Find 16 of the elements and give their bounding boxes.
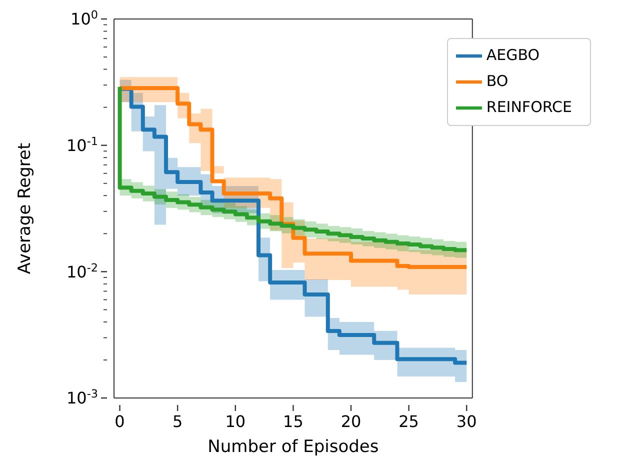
x-tick-label: 20 — [340, 412, 362, 431]
x-tick-label: 15 — [283, 412, 304, 431]
x-tick-label: 25 — [398, 412, 419, 431]
y-axis-title: Average Regret — [15, 142, 36, 274]
legend-label: BO — [486, 72, 508, 90]
y-tick-label: 10$^{-3}$ — [66, 387, 98, 408]
x-tick-label: 10 — [225, 412, 246, 431]
x-tick-label: 30 — [456, 412, 477, 431]
x-tick-label: 0 — [114, 412, 125, 431]
y-tick-label: 10$^{0}$ — [70, 8, 98, 29]
x-tick-label: 5 — [172, 412, 183, 431]
y-tick-label: 10$^{-1}$ — [66, 134, 98, 155]
y-tick-label: 10$^{-2}$ — [66, 260, 98, 282]
x-axis-title: Number of Episodes — [208, 437, 379, 457]
legend-label: AEGBO — [486, 46, 540, 64]
legend-label: REINFORCE — [486, 98, 572, 116]
